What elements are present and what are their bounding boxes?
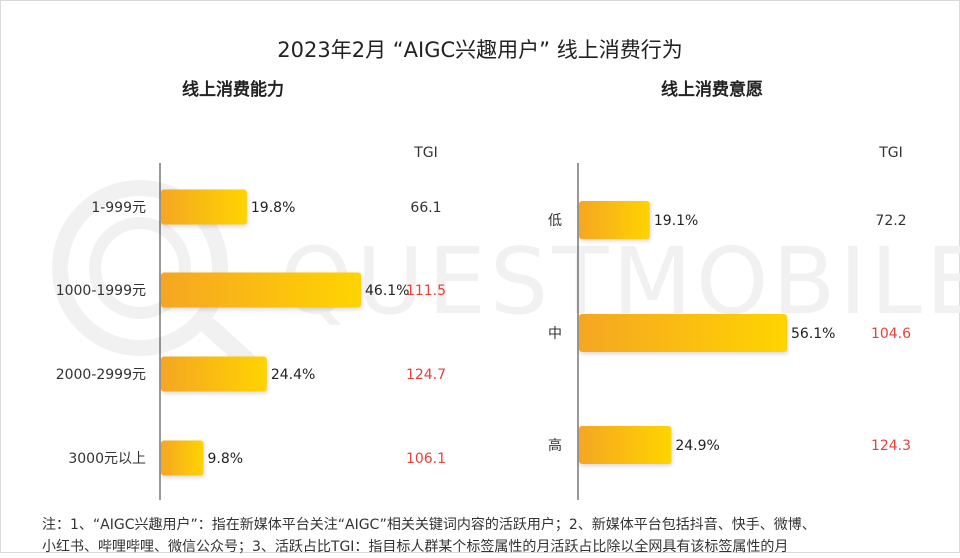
left-value-label-4: 9.8%: [208, 451, 244, 467]
right-category-label-2: 中: [548, 326, 562, 342]
right-value-label-1: 19.1%: [654, 213, 698, 229]
left-tgi-value-1: 66.1: [410, 200, 441, 216]
right-category-label-3: 高: [548, 437, 562, 454]
right-chart-title: 线上消费意愿: [661, 80, 763, 100]
left-tgi-value-4: 106.1: [406, 451, 446, 467]
right-value-label-2: 56.1%: [791, 326, 835, 342]
left-tgi-header: TGI: [413, 145, 438, 161]
footnote-line-2: 小红书、哔哩哔哩、微信公众号；3、活跃占比TGI：指目标人群某个标签属性的月活跃…: [42, 539, 789, 555]
footnote: 注：1、“AIGC兴趣用户”：指在新媒体平台关注“AIGC”相关关键词内容的活跃…: [42, 514, 922, 558]
left-chart-title: 线上消费能力: [182, 80, 284, 100]
right-tgi-header: TGI: [878, 145, 903, 161]
right-value-label-3: 24.9%: [675, 438, 719, 454]
left-bar-1: [161, 189, 247, 225]
left-bar-4: [161, 440, 204, 476]
footnote-line-1: 注：1、“AIGC兴趣用户”：指在新媒体平台关注“AIGC”相关关键词内容的活跃…: [42, 517, 816, 533]
right-bar-2: [579, 314, 787, 352]
right-bar-1: [579, 201, 650, 239]
right-tgi-value-1: 72.2: [875, 213, 906, 229]
left-category-label-1: 1-999元: [91, 200, 146, 216]
right-chart: TGI 低 19.1% 72.2 中 56.1% 104.6 高 24.9% 124.3: [548, 145, 911, 500]
left-chart: TGI 1-999元 19.8% 66.1 1000-1999元 46.1%111.5 20…: [56, 145, 446, 500]
right-category-label-1: 低: [548, 213, 562, 229]
left-bar-2: [161, 272, 361, 308]
page-title: 2023年2月 “AIGC兴趣用户” 线上消费行为: [277, 38, 683, 62]
left-value-label-2: 46.1%: [365, 283, 409, 299]
left-value-label-3: 24.4%: [271, 367, 315, 383]
right-tgi-value-2: 104.6: [871, 326, 911, 342]
right-bar-3: [579, 426, 672, 464]
left-category-label-4: 3000元以上: [68, 451, 146, 467]
left-value-label-1: 19.8%: [251, 200, 295, 216]
left-bar-3: [161, 356, 267, 392]
left-tgi-value-3: 124.7: [406, 367, 446, 383]
right-tgi-value-3: 124.3: [871, 438, 911, 454]
left-tgi-value-2: 111.5: [406, 283, 446, 299]
left-category-label-3: 2000-2999元: [56, 367, 146, 383]
left-category-label-2: 1000-1999元: [56, 283, 146, 299]
